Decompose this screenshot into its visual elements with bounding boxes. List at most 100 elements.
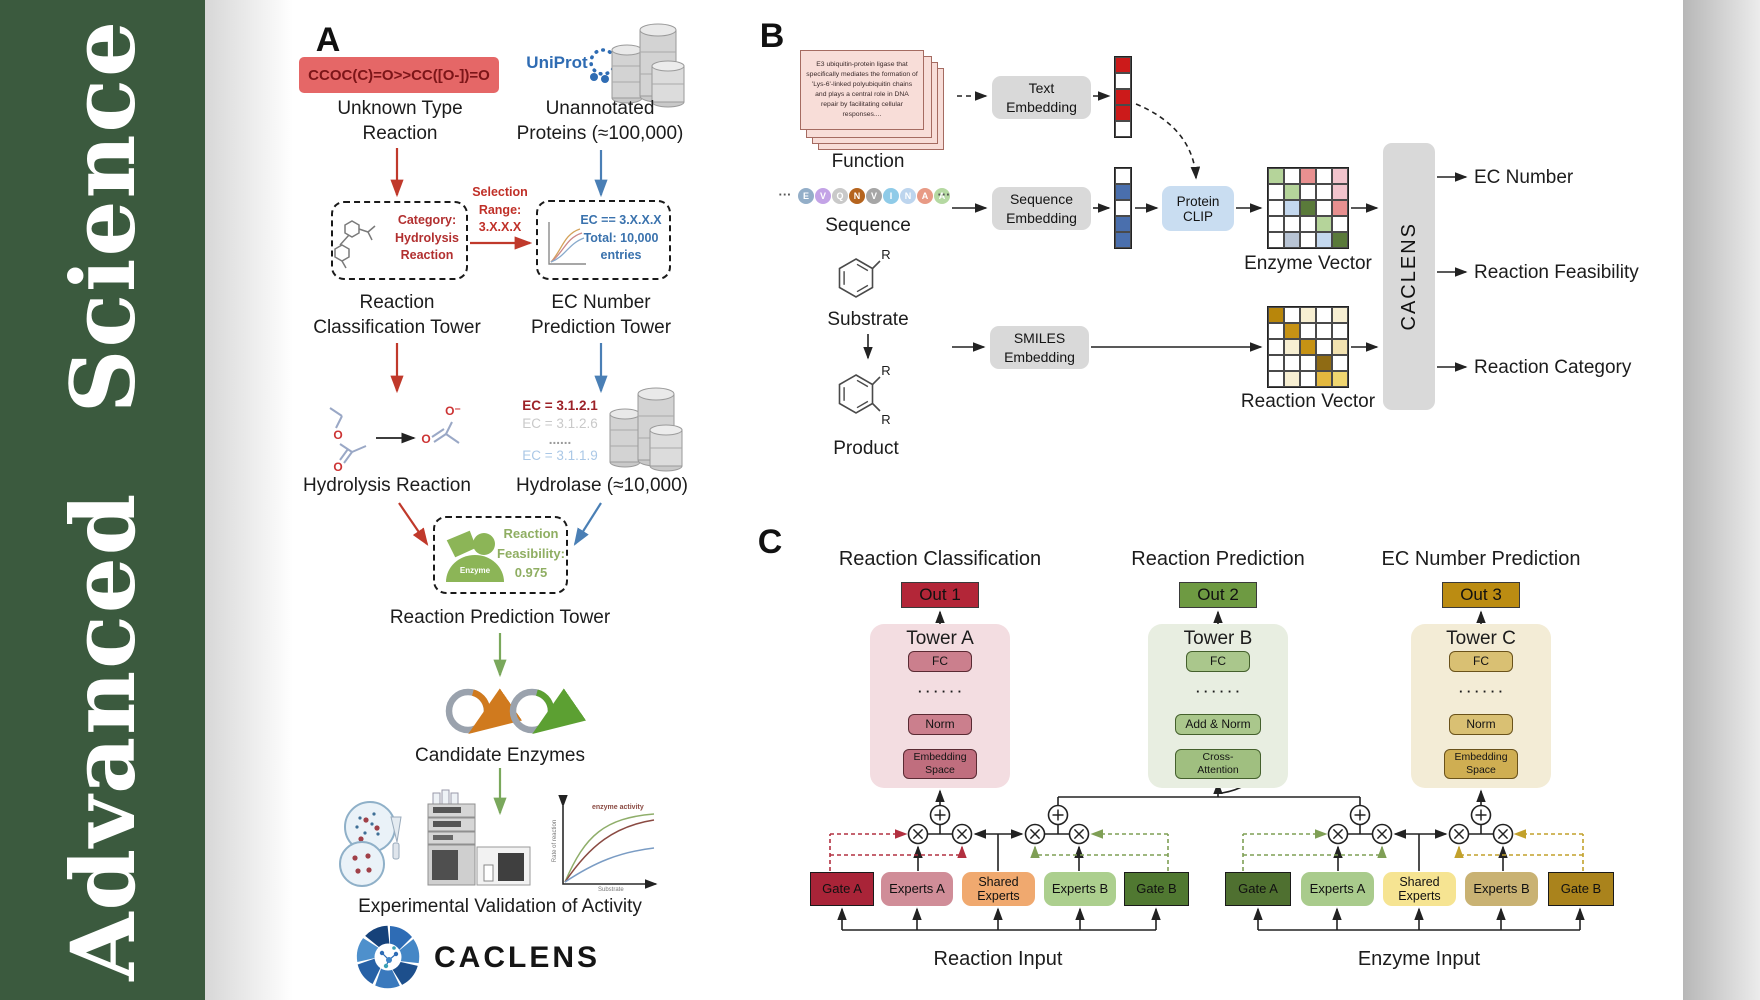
tower-b-fc: FC [1186,651,1250,672]
text-embedding-vector [1114,56,1132,138]
enzyme-blob-label: Enzyme [459,566,491,575]
reaction-classification-tower-box [331,201,468,280]
enzyme-blob-icon [445,529,504,582]
sequence-ellipsis-right: ··· [937,187,951,202]
out2-box: Out 2 [1179,582,1257,608]
add-nodes [929,804,1492,826]
journal-sidebar: Advanced Science [0,0,205,1000]
tower-a-embedding-space: Embedding Space [903,749,977,779]
molecule-cluster-icon [334,220,376,269]
header-reaction-classification: Reaction Classification [838,548,1042,570]
gate-a-enzyme: Gate A [1225,872,1291,906]
gate-b-right-dashed [1454,829,1584,871]
ec-selection-text: EC == 3.X.X.X Total: 10,000 entries [580,213,662,262]
atom-o-acetate: O [421,432,431,446]
text-embedding-box: Text Embedding [992,76,1091,119]
experts-b-reaction: Experts B [1044,872,1116,906]
graph-ylabel: Rate of reaction [552,819,558,863]
moe-connectors [837,781,1585,931]
atom-o-ester: O [333,428,343,442]
unknown-type-label: Unknown Type Reaction [337,98,463,144]
smiles-embedding-box: SMILES Embedding [990,326,1089,369]
substrate-r-label: R [881,247,891,262]
unannotated-proteins-label: Unannotated Proteins (≈100,000) [516,98,684,144]
shared-experts-reaction: Shared Experts [962,872,1035,906]
feasibility-text: Reaction Feasibility: 0.975 [497,526,565,580]
caclens-logo-icon [356,925,420,989]
graph-legend-label: enzyme activity [592,804,644,811]
tower-a-dots: · · · · · · [917,684,963,699]
product-label: Product [833,438,899,459]
experts-a-enzyme: Experts A [1301,872,1374,906]
hydrolase-label: Hydrolase (≈10,000) [515,475,688,496]
tower-c-norm: Norm [1449,714,1513,735]
ec-result-list: EC = 3.1.2.1 EC = 3.1.2.6 ...... EC = 3.… [522,398,598,463]
residue-circle: N [849,188,865,204]
selection-range-label: Selection Range: 3.X.X.X [472,185,528,234]
tower-a-fc: FC [908,651,972,672]
page-right-shadow [1683,0,1760,1000]
panel-b-label: B [759,17,785,55]
tower-c-embedding-space: Embedding Space [1444,749,1518,779]
tower-b-dots: · · · · · · [1195,684,1241,699]
experts-b-enzyme: Experts B [1465,872,1538,906]
atom-o-carbonyl: O [333,460,343,474]
tower-c-fc: FC [1449,651,1513,672]
sequence-ellipsis-left: ··· [778,187,792,202]
graph-xlabel: Substrate [598,887,624,893]
tower-a-title: Tower A [906,628,974,649]
sequence-embedding-vector [1114,167,1132,249]
tower-b-add-norm: Add & Norm [1175,714,1261,735]
substrate-label: Substrate [827,309,909,330]
tower-a-norm: Norm [908,714,972,735]
uniprot-logo-dots [589,48,617,83]
gate-a-right-dashed [1242,829,1387,871]
shared-experts-enzyme: Shared Experts [1383,872,1456,906]
validation-label: Experimental Validation of Activity [358,896,642,917]
database-icon [611,23,685,108]
category-text: Category: Hydrolysis Reaction [395,213,459,262]
panel-c-label: C [757,523,783,561]
residue-circle: N [900,188,916,204]
atom-o-minus: O⁻ [445,404,461,418]
panel-a-label: A [315,21,341,59]
tower-c-dots: · · · · · · [1458,684,1504,699]
residue-circle: A [917,188,933,204]
classification-tower-label: Reaction Classification Tower [313,292,481,338]
sequence-embedding-box: Sequence Embedding [992,187,1091,230]
page-left-shadow [205,0,293,1000]
petri-dish-icons [339,801,402,887]
output-reaction-feasibility: Reaction Feasibility [1474,262,1639,283]
product-r2-label: R [881,412,891,427]
plasmid-icons [445,688,587,735]
protein-clip-box: Protein CLIP [1162,186,1234,231]
product-benzene-icon [838,374,874,414]
caclens-model-bar: CACLENS [1383,143,1435,410]
candidate-enzymes-label: Candidate Enzymes [414,745,586,766]
residue-circle: I [883,188,899,204]
ethyl-acetate-structure [329,407,367,464]
arrow-hydrolase-to-feasibility [573,502,602,546]
database-icon-hydrolase [609,387,683,472]
arrow-textvector-to-clip [1135,103,1201,180]
enzyme-activity-graph-icon [558,794,658,889]
experts-a-reaction: Experts A [881,872,953,906]
enzyme-vector-label: Enzyme Vector [1244,253,1372,274]
gate-b-left-dashed [1030,829,1169,871]
hplc-instrument-icon [427,789,531,886]
residue-circle: Q [832,188,848,204]
enzyme-vector-matrix [1267,167,1349,249]
output-ec-number: EC Number [1474,167,1574,188]
gate-b-reaction: Gate B [1124,872,1189,906]
smiles-reaction-box: CCOC(C)=O>>CC([O-])=O [299,57,499,93]
tower-b-title: Tower B [1183,628,1253,649]
header-ec-number-prediction: EC Number Prediction [1381,548,1581,570]
gate-a-reaction: Gate A [810,872,874,906]
tower-c-title: Tower C [1446,628,1516,649]
substrate-benzene-icon [838,258,874,298]
arrow-hydrolysis-to-feasibility [398,502,429,546]
ec-number-tower-box [536,200,671,280]
